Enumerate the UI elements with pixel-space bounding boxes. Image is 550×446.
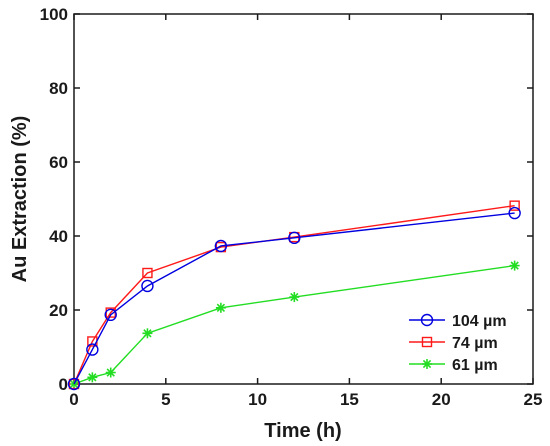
- data-point: [142, 328, 153, 339]
- legend-item: 104 µm: [409, 313, 507, 330]
- y-tick-label: 60: [49, 153, 68, 172]
- legend-item: 74 µm: [409, 335, 498, 352]
- data-point: [87, 372, 98, 383]
- data-point: [86, 343, 99, 356]
- y-tick-label: 40: [49, 227, 68, 246]
- data-point: [509, 200, 520, 211]
- legend-marker: [422, 359, 432, 369]
- plot-frame: [73, 13, 534, 385]
- y-axis-title: Au Extraction (%): [9, 116, 31, 283]
- data-point: [289, 292, 300, 303]
- series-0: [67, 206, 521, 391]
- legend-marker: [420, 313, 434, 327]
- data-point: [508, 206, 521, 220]
- data-point: [509, 260, 520, 271]
- x-tick-label: 15: [340, 390, 359, 409]
- y-tick-label: 20: [49, 301, 68, 320]
- data-point: [141, 279, 154, 293]
- series-line: [73, 204, 515, 385]
- data-point: [68, 378, 80, 390]
- y-tick-label: 80: [49, 79, 68, 98]
- legend-label: 104 µm: [452, 313, 507, 330]
- tick-labels: 0 5 10 15 20 25 0 20 40 60 80 100: [40, 5, 543, 409]
- data-point: [288, 231, 301, 245]
- data-point: [67, 377, 81, 391]
- x-tick-label: 5: [161, 390, 170, 409]
- legend-item: 61 µm: [409, 357, 498, 374]
- y-tick-label: 100: [40, 5, 68, 24]
- x-tick-label: 25: [524, 390, 543, 409]
- series-line: [73, 212, 515, 385]
- legend-label: 74 µm: [452, 335, 498, 352]
- data-point: [215, 302, 226, 313]
- x-tick-label: 20: [432, 390, 451, 409]
- legend-label: 61 µm: [452, 357, 498, 374]
- x-tick-label: 0: [69, 390, 78, 409]
- data-point: [214, 239, 228, 253]
- data-point: [142, 267, 153, 279]
- legend-marker: [421, 336, 433, 348]
- x-axis-title: Time (h): [264, 420, 341, 442]
- data-point: [105, 367, 116, 378]
- x-tick-label: 10: [248, 390, 267, 409]
- y-tick-label: 0: [59, 375, 68, 394]
- legend: 104 µm 74 µm 61 µm: [405, 308, 527, 378]
- data-point: [104, 308, 117, 322]
- series-group: [67, 200, 521, 391]
